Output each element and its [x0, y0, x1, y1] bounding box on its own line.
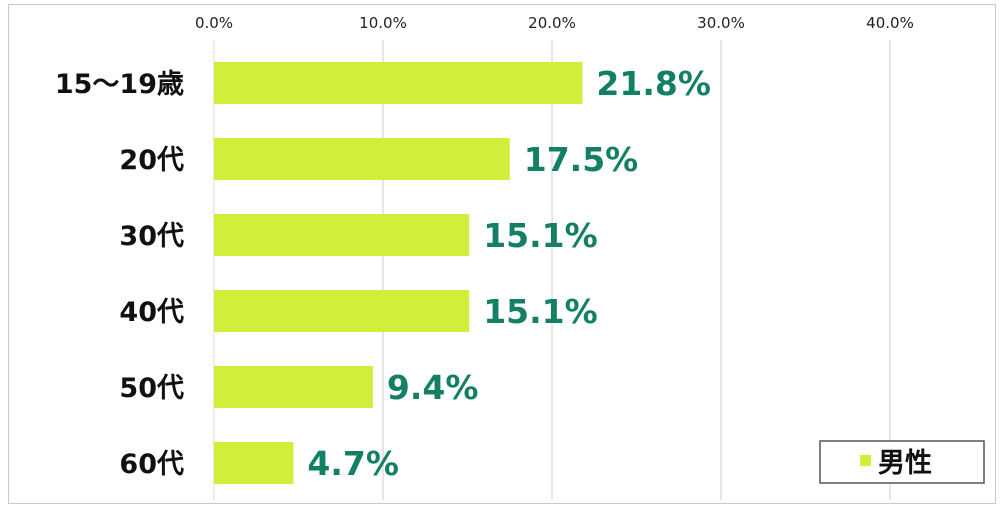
data-label: 15.1% [483, 292, 598, 331]
category-label: 15～19歳 [55, 69, 184, 100]
bar [214, 62, 583, 104]
data-label: 4.7% [307, 444, 399, 483]
bar [214, 442, 294, 484]
x-tick-label: 10.0% [359, 14, 407, 32]
legend-label: 男性 [878, 448, 932, 479]
data-label: 15.1% [483, 216, 598, 255]
category-label: 30代 [119, 221, 184, 252]
category-label: 50代 [119, 373, 184, 404]
x-tick-label: 40.0% [866, 14, 914, 32]
category-label: 40代 [119, 297, 184, 328]
data-label: 21.8% [596, 64, 711, 103]
x-tick-label: 20.0% [528, 14, 576, 32]
bar [214, 214, 470, 256]
bar [214, 290, 470, 332]
data-label: 9.4% [387, 368, 479, 407]
legend-swatch [860, 455, 871, 466]
x-tick-label: 0.0% [195, 14, 233, 32]
x-tick-label: 30.0% [697, 14, 745, 32]
legend-box [819, 440, 985, 484]
category-label: 60代 [119, 449, 184, 480]
bar [214, 138, 510, 180]
bar [214, 366, 373, 408]
data-label: 17.5% [524, 140, 639, 179]
category-label: 20代 [119, 145, 184, 176]
